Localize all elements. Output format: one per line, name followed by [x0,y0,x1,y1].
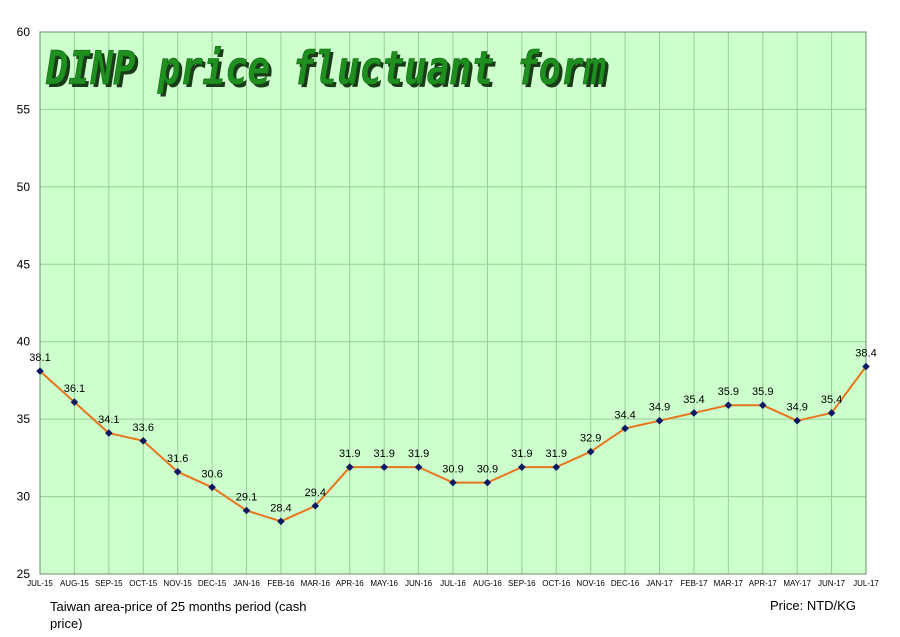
x-tick-label: AUG-15 [60,579,89,588]
x-tick-label: JUN-16 [405,579,433,588]
x-tick-label: OCT-15 [129,579,158,588]
data-point [827,409,836,417]
data-point [173,467,182,476]
data-point [655,416,664,425]
x-tick-label: JAN-17 [646,579,673,588]
x-tick-label: AUG-16 [473,579,502,588]
x-tick-label: JAN-16 [233,579,260,588]
x-tick-label: MAR-17 [714,579,744,588]
x-tick-label: NOV-15 [163,579,192,588]
data-point [36,367,44,375]
data-point [724,401,733,410]
axes: 25 30 35 40 45 50 55 60 JUL-15 AUG-15 SEP-15 OCT-15… [17,25,880,588]
data-point [277,517,285,526]
data-point [758,401,767,410]
data-point [621,424,629,433]
data-point [105,429,113,437]
y-tick-label: 25 [17,567,31,581]
x-tick-label: DEC-16 [611,579,640,588]
x-tick-label: JUL-15 [27,579,53,588]
data-label: 30.9 [442,464,463,476]
y-tick-label: 60 [17,25,31,39]
x-tick-label: DEC-15 [198,579,227,588]
x-tick-label: SEP-16 [508,579,536,588]
data-label: 33.6 [133,422,154,434]
data-point [449,478,457,487]
data-point [552,463,561,471]
data-label: 34.9 [786,402,807,414]
data-label: 34.9 [649,402,670,414]
data-point [345,463,354,471]
x-tick-label: MAY-16 [370,579,398,588]
data-label: 29.4 [305,487,326,499]
chart-title-shadow: DINP price fluctuant form [48,44,609,98]
data-label: 31.9 [373,448,394,460]
data-label: 36.1 [64,383,85,395]
data-point [518,463,526,471]
data-label: 31.9 [546,448,567,460]
data-label: 35.9 [752,386,773,398]
data-point [311,502,320,510]
data-label: 31.6 [167,453,188,465]
data-label: 30.6 [201,468,222,480]
data-label: 31.9 [339,448,360,460]
plot-border [39,31,867,575]
x-tick-label: MAR-16 [301,579,331,588]
data-label: 35.4 [683,394,704,406]
footnote-period: Taiwan area-price of 25 months period (c… [50,599,307,630]
data-point [690,409,698,417]
data-point [208,483,216,492]
data-point [793,416,801,425]
x-tick-label: OCT-16 [542,579,571,588]
data-label: 35.9 [718,386,739,398]
x-tick-label: MAY-17 [783,579,811,588]
data-label: 28.4 [270,502,291,514]
y-tick-label: 55 [17,102,31,116]
data-point [483,478,492,487]
x-tick-label: FEB-17 [680,579,708,588]
data-label: 34.4 [614,409,635,421]
data-label: 35.4 [821,394,842,406]
x-tick-label: APR-16 [336,579,365,588]
x-tick-label: NOV-16 [576,579,605,588]
data-point [380,463,388,471]
data-label: 38.1 [29,352,50,364]
x-tick-label: JUL-16 [440,579,466,588]
data-label: 32.9 [580,433,601,445]
footnote-unit: Price: NTD/KG [770,598,856,613]
x-tick-label: JUN-17 [818,579,846,588]
chart-title: DINP price fluctuant form [45,41,606,95]
data-point [586,447,595,456]
data-label: 31.9 [511,448,532,460]
data-point [414,463,423,471]
y-tick-label: 50 [17,180,31,194]
y-tick-label: 40 [17,335,31,349]
data-point [862,362,870,371]
series-dinp-price: 38.1 36.1 34.1 33.6 31.6 30.6 29.1 28.4 29.4 31.9… [29,347,877,526]
data-point [242,506,251,515]
data-point [70,398,79,406]
x-tick-label: SEP-15 [95,579,123,588]
y-tick-label: 45 [17,257,31,271]
y-tick-label: 35 [17,412,31,426]
y-tick-label: 30 [17,490,31,504]
x-tick-label: JUL-17 [853,579,879,588]
data-label: 29.1 [236,492,257,504]
data-label: 31.9 [408,448,429,460]
data-point [139,437,148,445]
data-label: 30.9 [477,464,498,476]
x-tick-label: FEB-16 [267,579,295,588]
data-label: 34.1 [98,414,119,426]
x-tick-label: APR-17 [749,579,778,588]
data-label: 38.4 [855,347,876,359]
